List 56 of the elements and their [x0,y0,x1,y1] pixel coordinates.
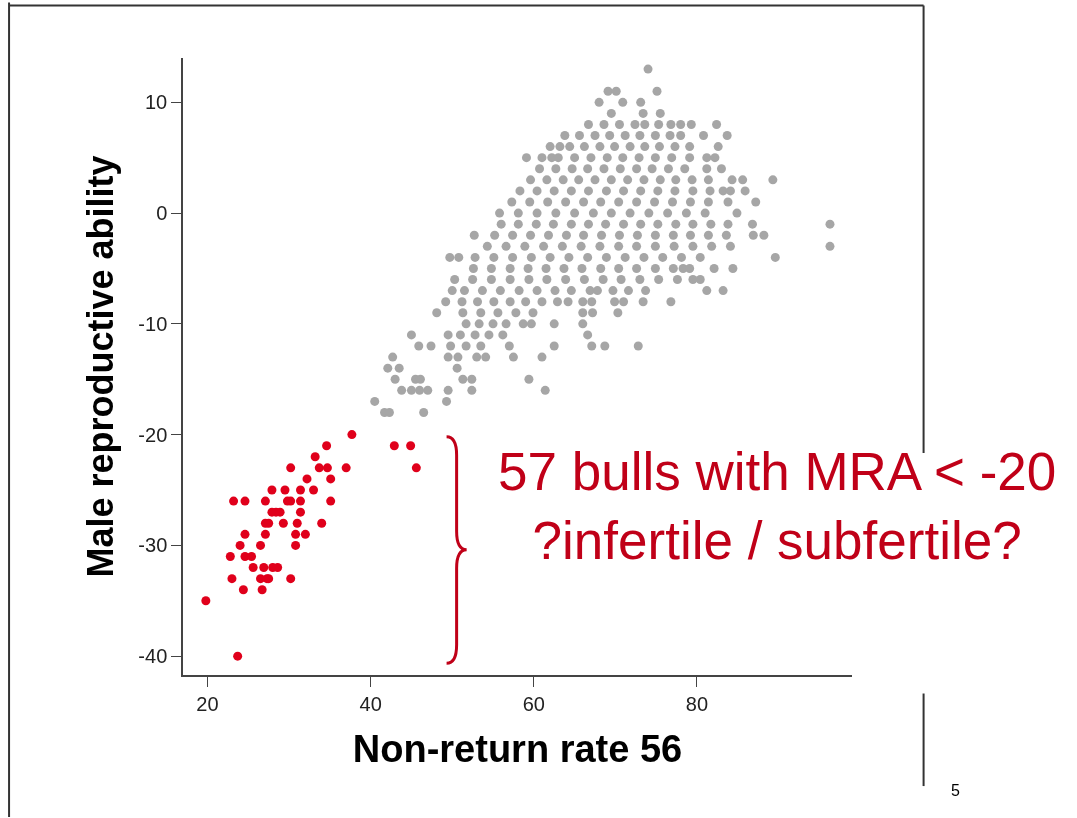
point [322,441,332,451]
x-tick-label: 60 [522,692,545,715]
point [278,518,288,528]
point [260,496,270,506]
point [286,463,296,473]
point [260,529,270,539]
point [256,540,266,550]
point [280,485,290,495]
point [229,496,239,506]
point [257,585,267,595]
point [295,485,305,495]
point [291,529,301,539]
point [411,463,421,473]
point [201,596,211,606]
point [314,463,324,473]
point [295,507,305,517]
point [326,496,336,506]
y-tick-label: -10 [138,312,168,335]
point [406,441,416,451]
point [326,474,336,484]
y-tick-label: 10 [145,91,168,114]
point [322,463,332,473]
y-axis-title: Male reproductive ability [79,155,121,578]
text: 5 [951,782,960,799]
point [341,463,351,473]
point [247,551,257,561]
y-tick-label: 0 [156,202,168,225]
point [235,540,245,550]
point [291,540,301,550]
y-tick-label: -30 [138,534,168,557]
point [317,518,327,528]
point [225,551,235,561]
point [286,574,296,584]
point [300,529,310,539]
point [267,485,277,495]
point [240,529,250,539]
x-tick-label: 20 [196,692,219,715]
point [259,563,269,573]
x-axis-title: Non-return rate 56 [352,728,683,771]
point [233,651,243,661]
point [240,496,250,506]
point [347,430,357,440]
x-tick-label: 40 [359,692,382,715]
point [238,585,248,595]
y-tick-label: -20 [138,423,168,446]
annotation: 57 bulls with MRA < -20 ?infertile / subfertile? [498,442,1057,570]
point [248,563,258,573]
point [227,574,237,584]
point [302,474,312,484]
point [295,496,305,506]
point [292,518,302,528]
point [389,441,399,451]
point [309,485,319,495]
point [310,452,320,462]
y-tick-label: -40 [138,645,168,668]
x-tick-label: 80 [685,692,709,715]
